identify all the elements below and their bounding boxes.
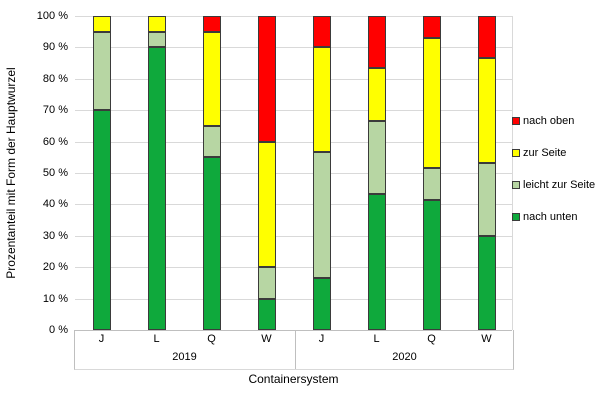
x-axis-label-box: J L Q W 2019 J L Q W 2020 [74,330,514,370]
y-tick-label: 20 % [42,261,68,274]
bar-segment-nach-oben [477,16,496,58]
legend-item-leicht-zur-seite: leicht zur Seite [512,179,595,191]
y-tick-label: 100 % [36,10,68,22]
y-tick-label: 30 % [42,229,68,242]
legend-marker [512,117,520,125]
bar-segment-nach-unten [312,277,331,330]
bar-segment-nach-oben [257,16,276,142]
bar-segment-zur-seite [257,141,276,268]
gridline [75,173,512,174]
bar-segment-nach-oben [312,16,331,48]
bar-segment-nach-unten [257,298,276,330]
y-tick-label: 0 % [49,324,68,336]
legend-marker [512,213,520,221]
bar-segment-leicht-zur-seite [367,120,386,195]
bar-segment-leicht-zur-seite [312,151,331,278]
category-label: L [373,333,380,345]
legend-marker [512,149,520,157]
bar-segment-leicht-zur-seite [477,162,496,236]
bar-segment-nach-unten [202,157,221,330]
gridline [75,141,512,143]
bar-segment-leicht-zur-seite [422,167,441,200]
bar-segment-nach-unten [367,194,386,330]
bar-segment-leicht-zur-seite [202,125,221,158]
gridline [75,47,512,49]
bar-segment-nach-unten [477,235,496,330]
plot-right-border [512,16,513,330]
bar-segment-leicht-zur-seite [92,31,111,111]
gridline [75,78,512,80]
legend-marker [512,181,520,189]
y-tick-label: 40 % [42,198,68,211]
category-label: L [153,333,160,345]
legend-label: nach oben [523,115,575,127]
bar-segment-nach-unten [147,47,166,330]
y-tick-label: 60 % [42,135,68,148]
y-tick-label: 80 % [42,72,68,85]
bar-segment-zur-seite [312,47,331,152]
category-label: W [481,333,492,345]
bar-segment-nach-unten [422,200,441,330]
x-axis-title: Containersystem [248,372,339,386]
bar-segment-zur-seite [202,31,221,126]
bar-segment-zur-seite [367,68,386,121]
bar-segment-nach-oben [422,16,441,38]
category-label: Q [427,333,436,345]
gridline [75,16,512,17]
legend-item-nach-unten: nach unten [512,211,577,223]
bar-segment-nach-oben [202,16,221,32]
y-axis-title: Prozentanteil mit Form der Hauptwurzel [4,67,18,279]
bar-segment-leicht-zur-seite [257,267,276,299]
gridline [75,267,512,269]
legend-label: leicht zur Seite [523,179,596,191]
category-label: W [261,333,272,345]
bar-segment-nach-unten [92,110,111,330]
category-label: J [318,333,325,345]
bar-segment-nach-oben [367,16,386,69]
gridline [75,204,512,206]
category-label: Q [207,333,216,345]
gridline [75,235,512,237]
y-tick-label: 10 % [42,292,68,305]
legend-item-zur-seite: zur Seite [512,147,566,159]
year-label: 2019 [172,351,197,363]
bar-segment-zur-seite [147,16,166,32]
y-tick-label: 90 % [42,41,68,54]
category-label: J [98,333,105,345]
year-label: 2020 [392,351,417,363]
y-tick-label: 70 % [42,104,68,117]
bar-segment-leicht-zur-seite [147,31,166,48]
legend-label: nach unten [523,211,578,223]
gridline [75,298,512,300]
y-tick-label: 50 % [42,167,68,179]
x-axis-line [75,330,512,331]
bar-segment-zur-seite [477,57,496,163]
legend-label: zur Seite [523,147,567,159]
gridline [75,110,512,112]
year-divider [294,330,296,369]
bar-segment-zur-seite [92,16,111,32]
bar-segment-zur-seite [422,37,441,168]
legend-item-nach-oben: nach oben [512,115,574,127]
